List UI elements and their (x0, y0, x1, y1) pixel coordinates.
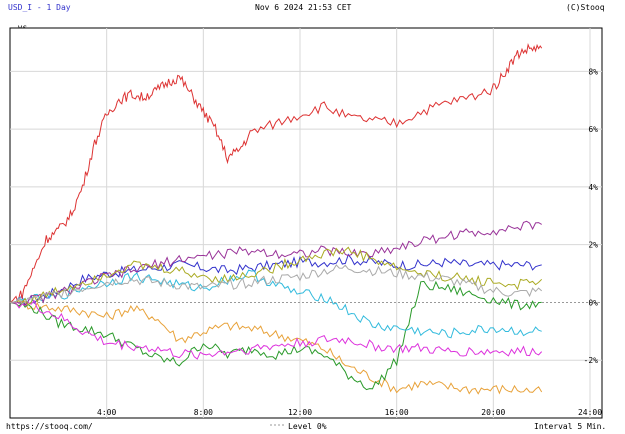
x-tick-label: 16:00 (385, 408, 409, 417)
y-tick-label: 4% (588, 183, 598, 192)
series-line-btcusd (9, 43, 543, 304)
chart-date: Nov 6 2024 21:53 CET (255, 3, 352, 12)
x-tick-label: 24:00 (578, 408, 602, 417)
y-tick-label: 2% (588, 241, 598, 250)
series-line-2yusy-b (9, 264, 543, 305)
x-tick-label: 12:00 (288, 408, 312, 417)
footer-interval: Interval 5 Min. (534, 422, 606, 431)
y-tick-label: 0% (588, 298, 598, 307)
chart-title: USD_I - 1 Day (8, 3, 71, 12)
footer-level: Level 0% (288, 422, 327, 431)
y-tick-label: 6% (588, 125, 598, 134)
x-tick-label: 4:00 (97, 408, 116, 417)
series-line-eurusd (9, 299, 543, 360)
footer-url[interactable]: https://stooq.com/ (6, 422, 93, 431)
series-line-xauusd (9, 299, 543, 395)
series-line-dy-f (9, 269, 542, 339)
copyright: (C)Stooq (566, 3, 605, 12)
series-line-10yusy-b (9, 246, 543, 306)
plot-area (9, 27, 603, 419)
x-tick-label: 20:00 (481, 408, 505, 417)
x-tick-label: 8:00 (194, 408, 213, 417)
y-tick-label: -2% (584, 356, 599, 365)
series-line-cl-f (9, 280, 542, 391)
y-tick-label: 8% (588, 67, 598, 76)
